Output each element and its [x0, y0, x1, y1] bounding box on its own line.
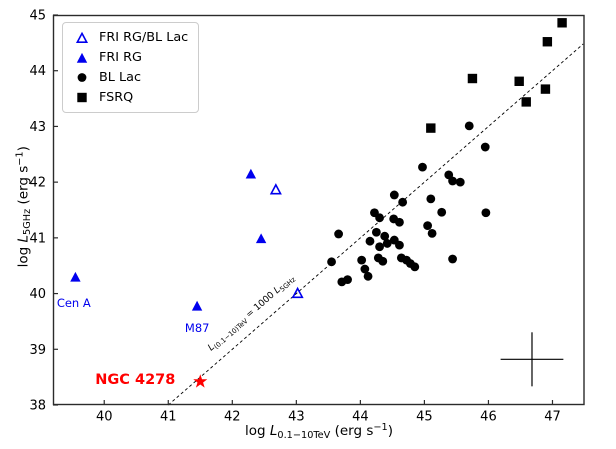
- fsrq-marker-icon: [77, 93, 87, 103]
- legend: FRI RG/BL Lac FRI RG BL Lac FSRQ: [62, 22, 200, 114]
- y-axis-label: log L5GHz (erg s−1): [14, 146, 34, 268]
- x-tick-label: 47: [544, 410, 561, 425]
- y-tick-label: 45: [29, 9, 46, 24]
- x-axis-label: log L0.1−10TeV (erg s−1): [245, 422, 393, 441]
- bl-lac-point: [357, 255, 367, 265]
- bl-lac-point: [437, 207, 447, 217]
- bl-lac-point: [455, 177, 465, 187]
- bl-lac-point: [327, 257, 336, 267]
- fri-rg-point: [245, 168, 257, 179]
- ngc-4278-point: [193, 374, 208, 388]
- bl-lac-point: [380, 231, 390, 241]
- bl-lac-point: [395, 240, 404, 250]
- fri-rg-bl-lac-point: [291, 286, 304, 299]
- bl-lac-point: [395, 217, 404, 227]
- fsrq-point: [557, 18, 567, 28]
- fri-rg-bl-lac-point: [269, 183, 282, 195]
- fri-rg-point: [255, 233, 267, 244]
- y-tick-label: 40: [29, 287, 46, 302]
- bl-lac-point: [363, 271, 373, 281]
- bl-lac-point: [334, 229, 344, 239]
- x-tick-label: 41: [160, 410, 177, 425]
- fri-rg-bl-lac-marker-icon: [75, 31, 89, 43]
- bl-lac-point: [426, 194, 436, 204]
- legend-label: FSRQ: [99, 89, 134, 105]
- bl-lac-point: [360, 264, 370, 274]
- legend-item-bl-lac: BL Lac: [65, 68, 188, 88]
- x-tick-label: 45: [416, 410, 433, 425]
- bl-lac-point: [378, 256, 388, 266]
- bl-lac-point: [371, 227, 381, 237]
- fsrq-point: [426, 123, 436, 133]
- legend-label: FRI RG/BL Lac: [99, 30, 189, 46]
- fri-rg-marker-icon: [76, 52, 88, 63]
- x-tick-label: 42: [224, 410, 241, 425]
- plot-border: [52, 14, 585, 406]
- y-tick-label: 41: [29, 231, 46, 246]
- series-fri-rg-bl-lac: [269, 183, 304, 299]
- series-fri-rg: [70, 168, 267, 311]
- x-tick-label: 46: [480, 410, 497, 425]
- fsrq-point: [542, 37, 553, 47]
- bl-lac-point: [464, 121, 474, 131]
- legend-item-fri-rg-bl-lac: FRI RG/BL Lac: [65, 28, 188, 48]
- fsrq-point: [521, 97, 531, 107]
- bl-lac-marker-icon: [77, 73, 87, 83]
- fri-rg-point: [191, 300, 203, 311]
- annotation-ngc-4278: NGC 4278: [95, 372, 175, 388]
- fsrq-marker-icon: [77, 93, 87, 103]
- bl-lac-point: [480, 142, 490, 152]
- annotation-cen-a: Cen A: [57, 296, 91, 310]
- bl-lac-point: [398, 197, 408, 207]
- y-tick-label: 43: [29, 120, 46, 135]
- fsrq-point: [467, 73, 478, 84]
- legend-label: BL Lac: [99, 69, 141, 85]
- bl-lac-point: [448, 176, 457, 186]
- fri-rg-bl-lac-marker-icon: [75, 31, 89, 43]
- bl-lac-point: [410, 262, 420, 272]
- bl-lac-point: [423, 221, 433, 231]
- bl-lac-point: [382, 239, 392, 248]
- y-tick-label: 44: [29, 64, 46, 79]
- bl-lac-point: [375, 242, 384, 252]
- fsrq-point: [514, 76, 524, 86]
- bl-lac-marker-icon: [77, 73, 87, 83]
- bl-lac-point: [375, 213, 384, 223]
- series-fsrq: [426, 18, 567, 133]
- bl-lac-point: [389, 190, 399, 200]
- legend-item-fsrq: FSRQ: [65, 87, 188, 107]
- fri-rg-marker-icon: [76, 52, 88, 63]
- fri-rg-point: [70, 271, 81, 282]
- bl-lac-point: [343, 275, 352, 285]
- series-bl-lac: [327, 121, 491, 287]
- series-ngc-4278: [193, 374, 208, 388]
- fsrq-point: [540, 84, 551, 94]
- bl-lac-point: [448, 254, 457, 264]
- y-tick-label: 39: [29, 343, 46, 358]
- bl-lac-point: [365, 236, 375, 246]
- svg-text:L(0.1−10)TeV = 1000 L5GHz: L(0.1−10)TeV = 1000 L5GHz: [206, 272, 298, 354]
- x-tick-label: 40: [96, 410, 113, 425]
- x-tick-label: 43: [288, 410, 305, 425]
- legend-label: FRI RG: [99, 50, 142, 66]
- y-tick-label: 38: [29, 399, 46, 414]
- legend-item-fri-rg: FRI RG: [65, 48, 188, 68]
- reference-line-label: L(0.1−10)TeV = 1000 L5GHz: [206, 272, 298, 354]
- bl-lac-point: [481, 208, 491, 218]
- bl-lac-point: [418, 162, 427, 172]
- annotation-m87: M87: [185, 321, 210, 335]
- y-tick-label: 42: [29, 176, 46, 191]
- reference-line: [167, 43, 584, 406]
- bl-lac-point: [427, 229, 437, 238]
- x-tick-label: 44: [352, 410, 369, 425]
